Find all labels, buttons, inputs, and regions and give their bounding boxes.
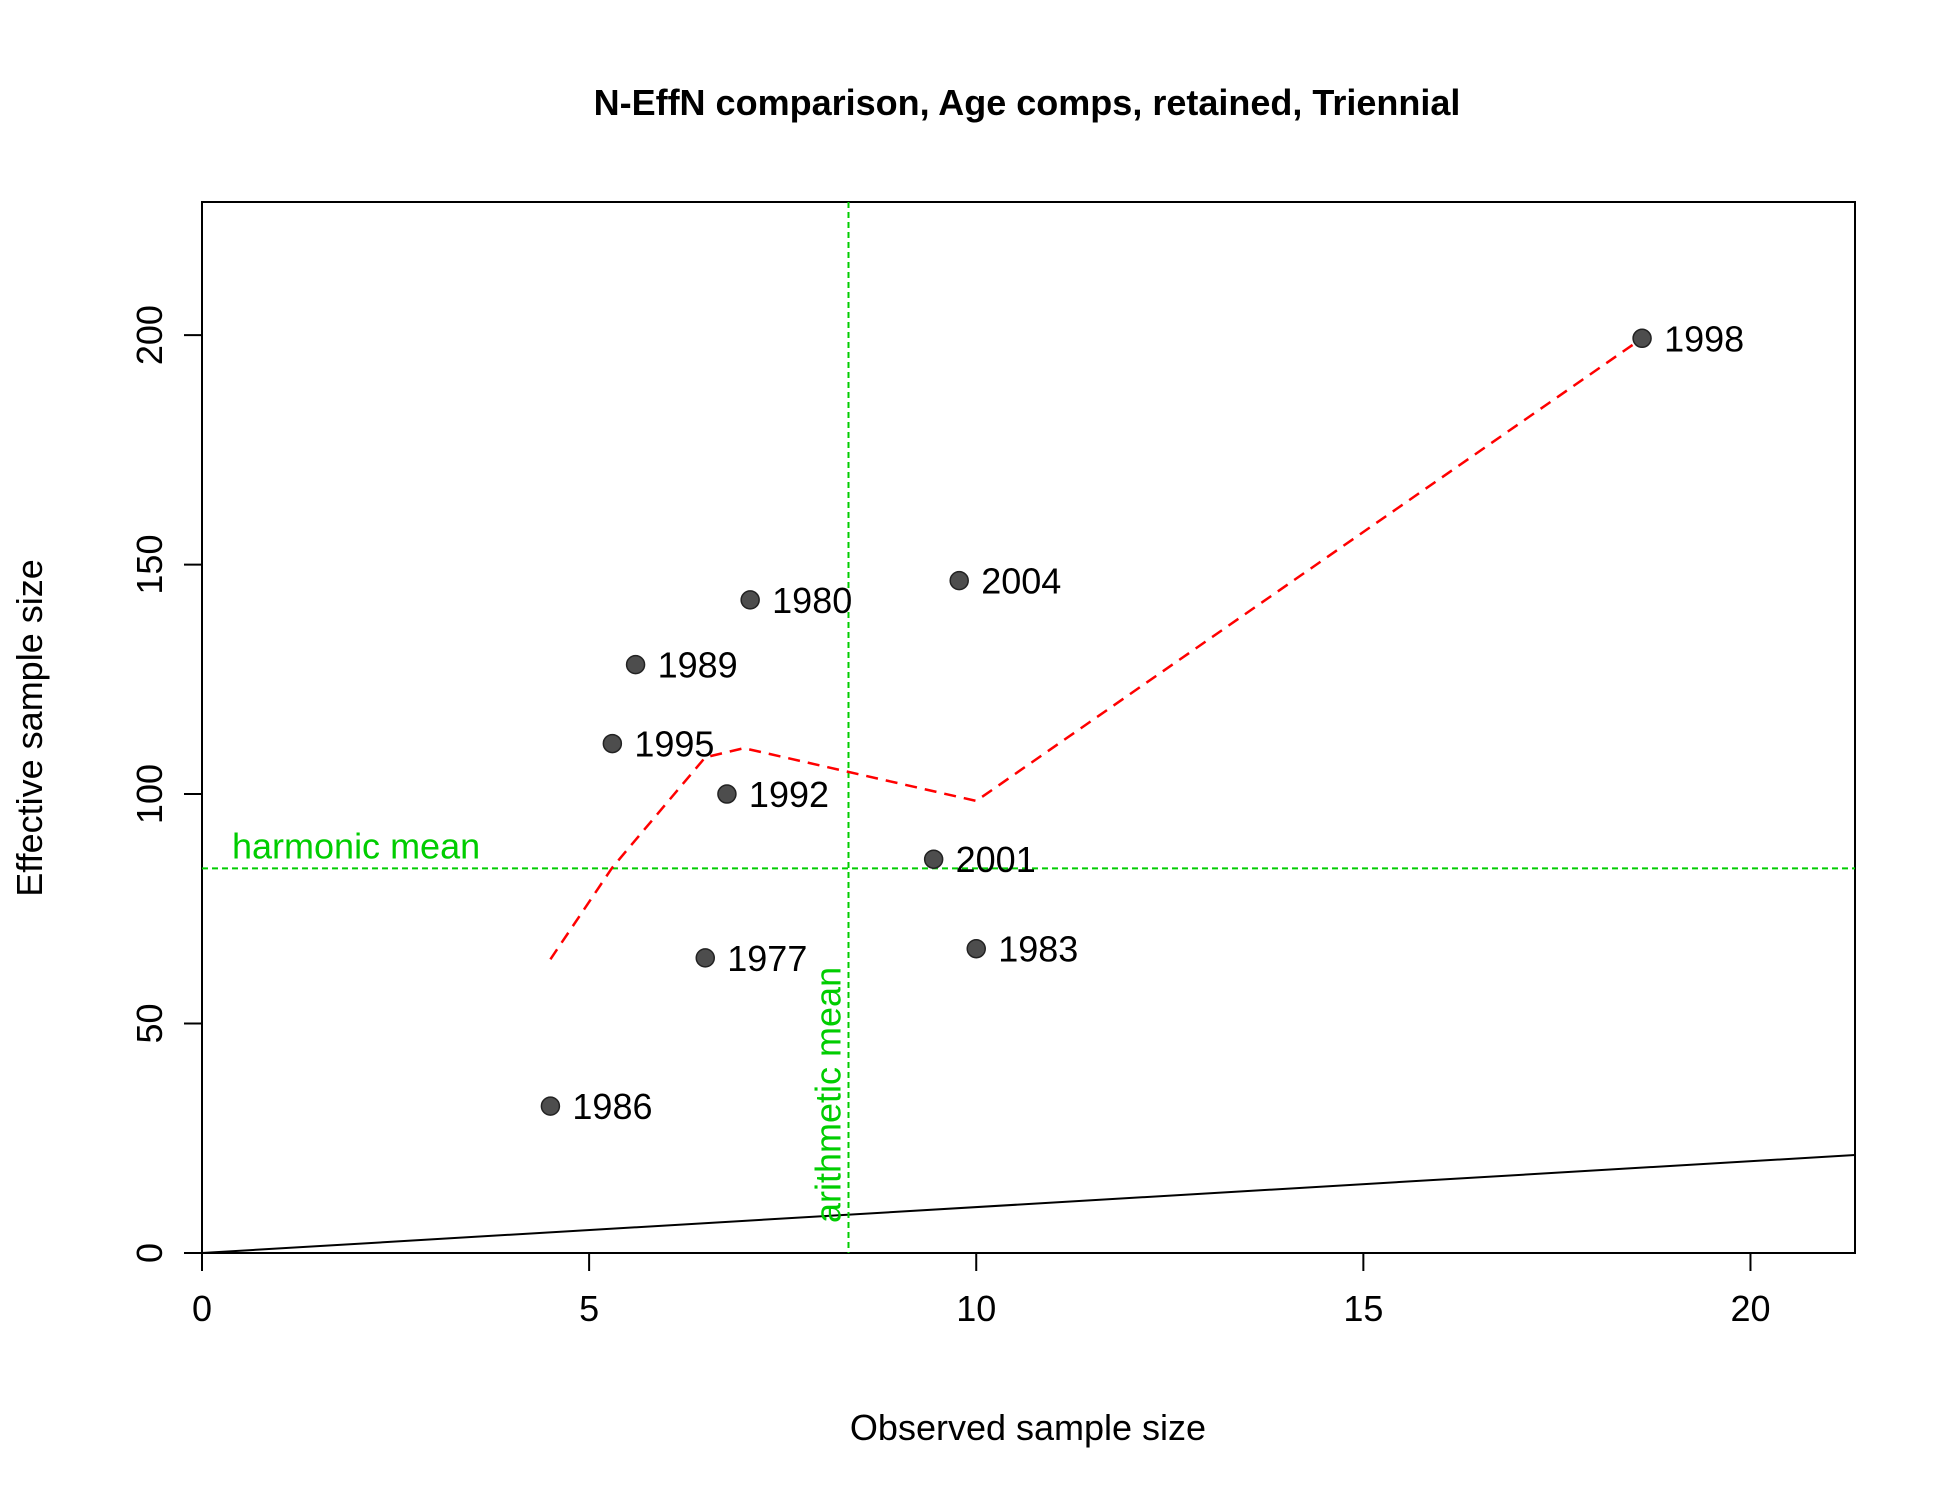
x-axis-label: Observed sample size	[850, 1407, 1206, 1448]
data-point-1983	[966, 938, 986, 959]
x-tick-label: 10	[956, 1288, 996, 1329]
y-axis-label: Effective sample size	[9, 559, 50, 896]
point-label-1998: 1998	[1664, 318, 1744, 359]
x-axis: 0 5 10 15 20	[192, 1252, 1771, 1329]
point-label-1995: 1995	[634, 724, 714, 765]
point-label-2001: 2001	[956, 839, 1036, 880]
y-tick-label: 150	[129, 535, 170, 595]
point-label-1977: 1977	[727, 938, 807, 979]
arithmetic-mean-label: arithmetic mean	[807, 967, 848, 1223]
point-label-1986: 1986	[572, 1086, 652, 1127]
harmonic-mean-label: harmonic mean	[232, 825, 480, 866]
point-label-1980: 1980	[772, 580, 852, 621]
chart-title: N-EffN comparison, Age comps, retained, …	[594, 82, 1461, 123]
data-point-2004	[949, 570, 969, 591]
x-tick-label: 0	[192, 1288, 212, 1329]
point-label-2004: 2004	[981, 561, 1061, 602]
point-label-1989: 1989	[658, 645, 738, 686]
x-tick-label: 15	[1343, 1288, 1383, 1329]
y-tick-label: 0	[129, 1243, 170, 1263]
data-point-1995	[602, 733, 623, 754]
data-point-2001	[923, 849, 944, 869]
data-point-1977	[695, 948, 716, 968]
data-points: 1977 1980 1983 1986 1989 1992 1995 1998 2001 2004	[540, 318, 1744, 1127]
x-tick-label: 20	[1730, 1288, 1770, 1329]
y-axis: 0 50 100 150 200	[129, 305, 203, 1263]
plot-frame	[201, 201, 1856, 1254]
data-point-1998	[1632, 328, 1652, 349]
identity-line	[201, 1154, 1856, 1254]
smoother-line	[549, 337, 1643, 960]
data-point-1992	[717, 784, 737, 804]
x-tick-label: 5	[579, 1288, 599, 1329]
point-label-1983: 1983	[998, 929, 1078, 970]
data-point-1980	[740, 590, 760, 610]
data-point-1986	[540, 1096, 561, 1116]
y-tick-label: 50	[129, 1004, 170, 1044]
y-tick-label: 100	[129, 764, 170, 824]
point-label-1992: 1992	[749, 774, 829, 815]
y-tick-label: 200	[129, 305, 170, 365]
data-point-1989	[625, 654, 646, 675]
